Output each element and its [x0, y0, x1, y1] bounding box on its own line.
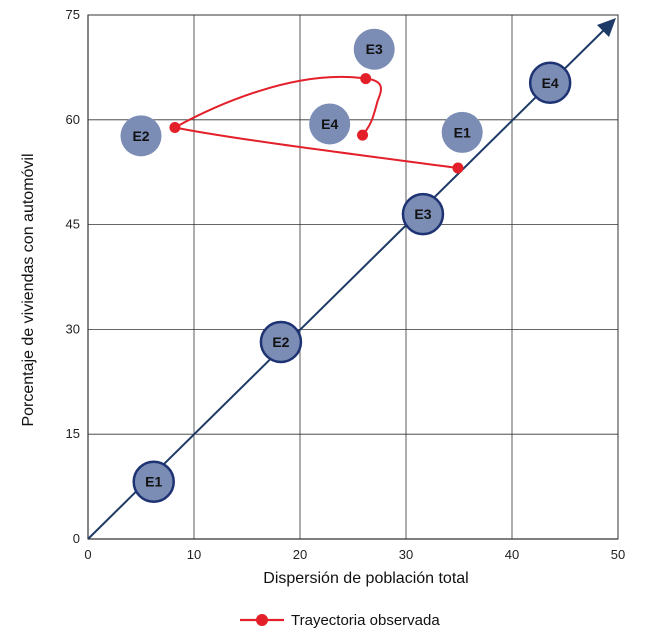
y-axis-title: Porcentaje de viviendas con automóvil — [20, 153, 37, 426]
diagonal-stage-circle-e2 — [259, 320, 303, 364]
x-tick-label-10: 10 — [187, 547, 201, 562]
x-tick-label-30: 30 — [399, 547, 413, 562]
diagonal-trend — [87, 18, 616, 540]
trajectory — [169, 73, 464, 174]
diagonal-stage-circle-e1 — [132, 460, 175, 503]
diagonal-stages: E1 E2 E3 E4 — [132, 61, 572, 503]
diagonal-stage-label-e3: E3 — [414, 206, 431, 222]
legend-label: Trayectoria observada — [291, 612, 440, 629]
diagonal-stage-label-e4: E4 — [542, 75, 559, 91]
observed-stage-circle-e3 — [353, 28, 395, 70]
observed-stages: E1 E2 E3 E4 — [120, 28, 483, 157]
x-tick-label-50: 50 — [611, 547, 625, 562]
diagonal-stage-label-e2: E2 — [272, 334, 289, 350]
grid — [87, 14, 619, 540]
y-tick-label-0: 0 — [73, 531, 80, 546]
legend-marker — [256, 614, 268, 626]
y-tick-label-45: 45 — [66, 217, 80, 232]
y-tick-label-75: 75 — [66, 7, 80, 22]
trajectory-point-1 — [452, 162, 464, 174]
tick-labels: 0 10 20 30 40 50 0 15 30 45 60 75 — [66, 7, 626, 562]
diagonal-arrowhead — [597, 18, 616, 37]
plot-frame — [87, 14, 619, 540]
legend: Trayectoria observada — [240, 612, 440, 629]
observed-stage-label-e1: E1 — [454, 124, 471, 140]
diagonal-line — [87, 23, 611, 540]
observed-stage-label-e3: E3 — [366, 41, 383, 57]
observed-stage-circle-e2 — [120, 115, 162, 157]
x-axis-title: Dispersión de población total — [263, 570, 468, 587]
y-tick-label-30: 30 — [66, 321, 80, 336]
trajectory-point-4 — [357, 129, 369, 141]
x-tick-label-0: 0 — [84, 547, 91, 562]
x-tick-label-40: 40 — [505, 547, 519, 562]
diagonal-stage-circle-e3 — [401, 192, 445, 236]
trajectory-line — [172, 75, 459, 169]
observed-stage-label-e4: E4 — [321, 116, 338, 132]
observed-stage-circle-e4 — [309, 103, 351, 145]
diagonal-stage-label-e1: E1 — [145, 474, 162, 490]
observed-stage-circle-e1 — [441, 111, 483, 153]
trajectory-point-2 — [169, 121, 181, 133]
diagonal-stage-circle-e4 — [528, 61, 572, 105]
y-tick-label-60: 60 — [66, 112, 80, 127]
x-tick-label-20: 20 — [293, 547, 307, 562]
observed-stage-label-e2: E2 — [132, 128, 149, 144]
y-tick-label-15: 15 — [66, 426, 80, 441]
trajectory-point-3 — [360, 73, 372, 85]
